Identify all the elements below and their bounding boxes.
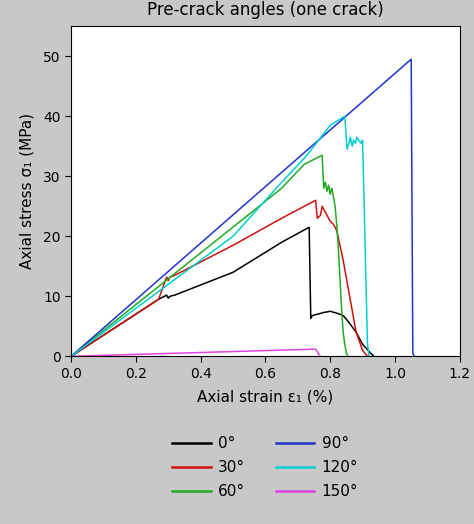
X-axis label: Axial strain ε₁ (%): Axial strain ε₁ (%)	[197, 389, 334, 404]
Title: Pre-crack angles (one crack): Pre-crack angles (one crack)	[147, 1, 384, 19]
Legend: 0°, 30°, 60°, 90°, 120°, 150°: 0°, 30°, 60°, 90°, 120°, 150°	[166, 430, 365, 506]
Y-axis label: Axial stress σ₁ (MPa): Axial stress σ₁ (MPa)	[20, 113, 35, 269]
